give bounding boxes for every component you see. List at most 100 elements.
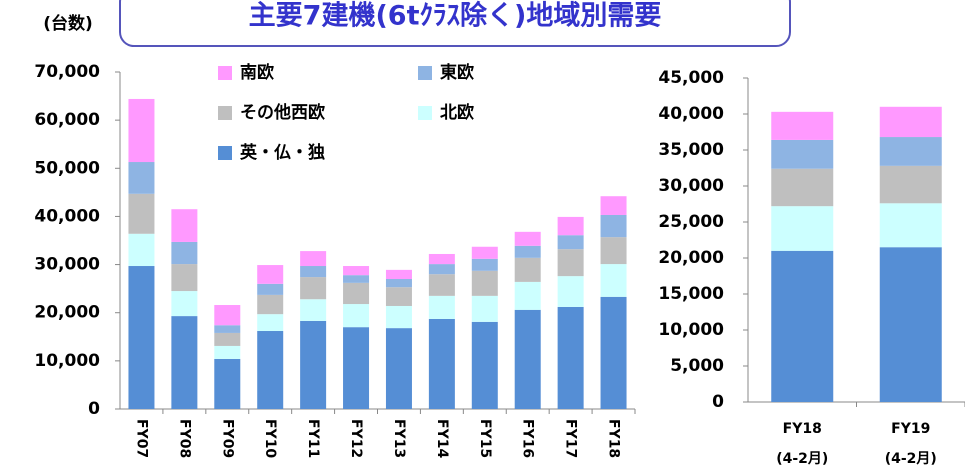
bar-segment [600,237,627,265]
bar-segment [879,165,942,204]
x-tick-label: FY10 [262,419,278,458]
bar-segment [343,282,370,305]
y-tick-label: 0 [712,392,724,412]
x-tick-label: FY19 [891,421,930,437]
unit-label: (台数) [43,13,93,34]
legend-label: その他西欧 [240,102,325,123]
bar-segment [385,287,412,306]
x-tick-sublabel: (4-2月) [776,451,828,467]
bar-segment [171,291,198,317]
bar-segment [471,321,498,409]
bar-segment [257,265,284,284]
bar-segment [385,328,412,409]
y-tick-label: 50,000 [34,158,100,178]
y-tick-label: 25,000 [658,212,724,232]
bar-segment [557,216,584,236]
y-tick-label: 15,000 [658,284,724,304]
bar-segment [257,314,284,332]
y-tick-label: 40,000 [34,206,100,226]
y-tick-label: 0 [88,399,100,419]
bar-segment [214,325,241,333]
y-tick-label: 35,000 [658,140,724,160]
bar-segment [557,276,584,307]
bar-segment [600,296,627,409]
y-tick-label: 40,000 [658,104,724,124]
bar-segment [879,247,942,402]
bar-segment [600,214,627,238]
legend-swatch [218,66,232,80]
legend-swatch [218,146,232,160]
bar-segment [343,266,370,276]
x-tick-label: FY08 [176,419,192,458]
legend-label: 英・仏・独 [240,142,325,163]
bar-segment [600,264,627,297]
bar-segment [771,111,834,140]
x-tick-label: FY14 [434,419,450,458]
bar-segment [879,137,942,166]
bar-segment [471,295,498,322]
bar-segment [128,98,155,163]
bar-segment [128,233,155,267]
bar-segment [214,332,241,346]
y-tick-label: 30,000 [34,255,100,275]
bar-segment [214,345,241,359]
bar-segment [514,231,541,246]
bar-segment [343,327,370,409]
y-tick-label: 10,000 [658,320,724,340]
y-tick-label: 20,000 [34,303,100,323]
bar-segment [557,235,584,250]
bar-segment [171,241,198,265]
y-tick-label: 20,000 [658,248,724,268]
legend-swatch [418,106,432,120]
bar-segment [428,253,455,265]
bar-segment [557,249,584,277]
x-tick-label: FY11 [305,419,321,458]
x-tick-label: FY18 [783,421,822,437]
y-tick-label: 30,000 [658,176,724,196]
bar-segment [471,270,498,296]
x-tick-label: FY12 [348,419,364,458]
bar-segment [428,274,455,296]
chart-title: 主要7建機(6tｸﾗｽ除く)地域別需要 [249,0,662,32]
bar-segment [214,305,241,326]
x-tick-label: FY09 [219,419,235,458]
y-tick-label: 45,000 [658,68,724,88]
x-tick-label: FY18 [606,419,622,458]
bar-segment [128,266,155,409]
legend-label: 南欧 [240,62,274,83]
x-tick-label: FY17 [563,419,579,458]
bar-segment [428,264,455,275]
x-tick-label: FY15 [477,419,493,458]
bar-segment [600,196,627,215]
bar-segment [557,306,584,409]
bar-segment [214,358,241,409]
legend-swatch [218,106,232,120]
y-tick-label: 5,000 [670,356,724,376]
bar-segment [514,281,541,310]
bar-segment [128,162,155,194]
bar-segment [471,258,498,271]
bar-segment [343,304,370,328]
x-tick-label: FY16 [520,419,536,458]
bar-segment [771,139,834,169]
bar-segment [257,283,284,295]
bar-segment [514,245,541,258]
bar-segment [879,203,942,248]
y-tick-label: 60,000 [34,110,100,130]
bar-segment [428,318,455,409]
bar-segment [300,251,327,267]
bar-segment [300,299,327,321]
bar-segment [343,275,370,283]
bar-segment [300,320,327,409]
title-box [119,0,791,47]
y-tick-label: 70,000 [34,62,100,82]
bar-segment [771,250,834,402]
bar-segment [771,206,834,251]
bar-segment [385,279,412,288]
bar-segment [879,106,942,138]
y-tick-label: 10,000 [34,351,100,371]
bar-segment [171,264,198,292]
legend-label: 東欧 [440,62,474,83]
bar-segment [428,295,455,319]
